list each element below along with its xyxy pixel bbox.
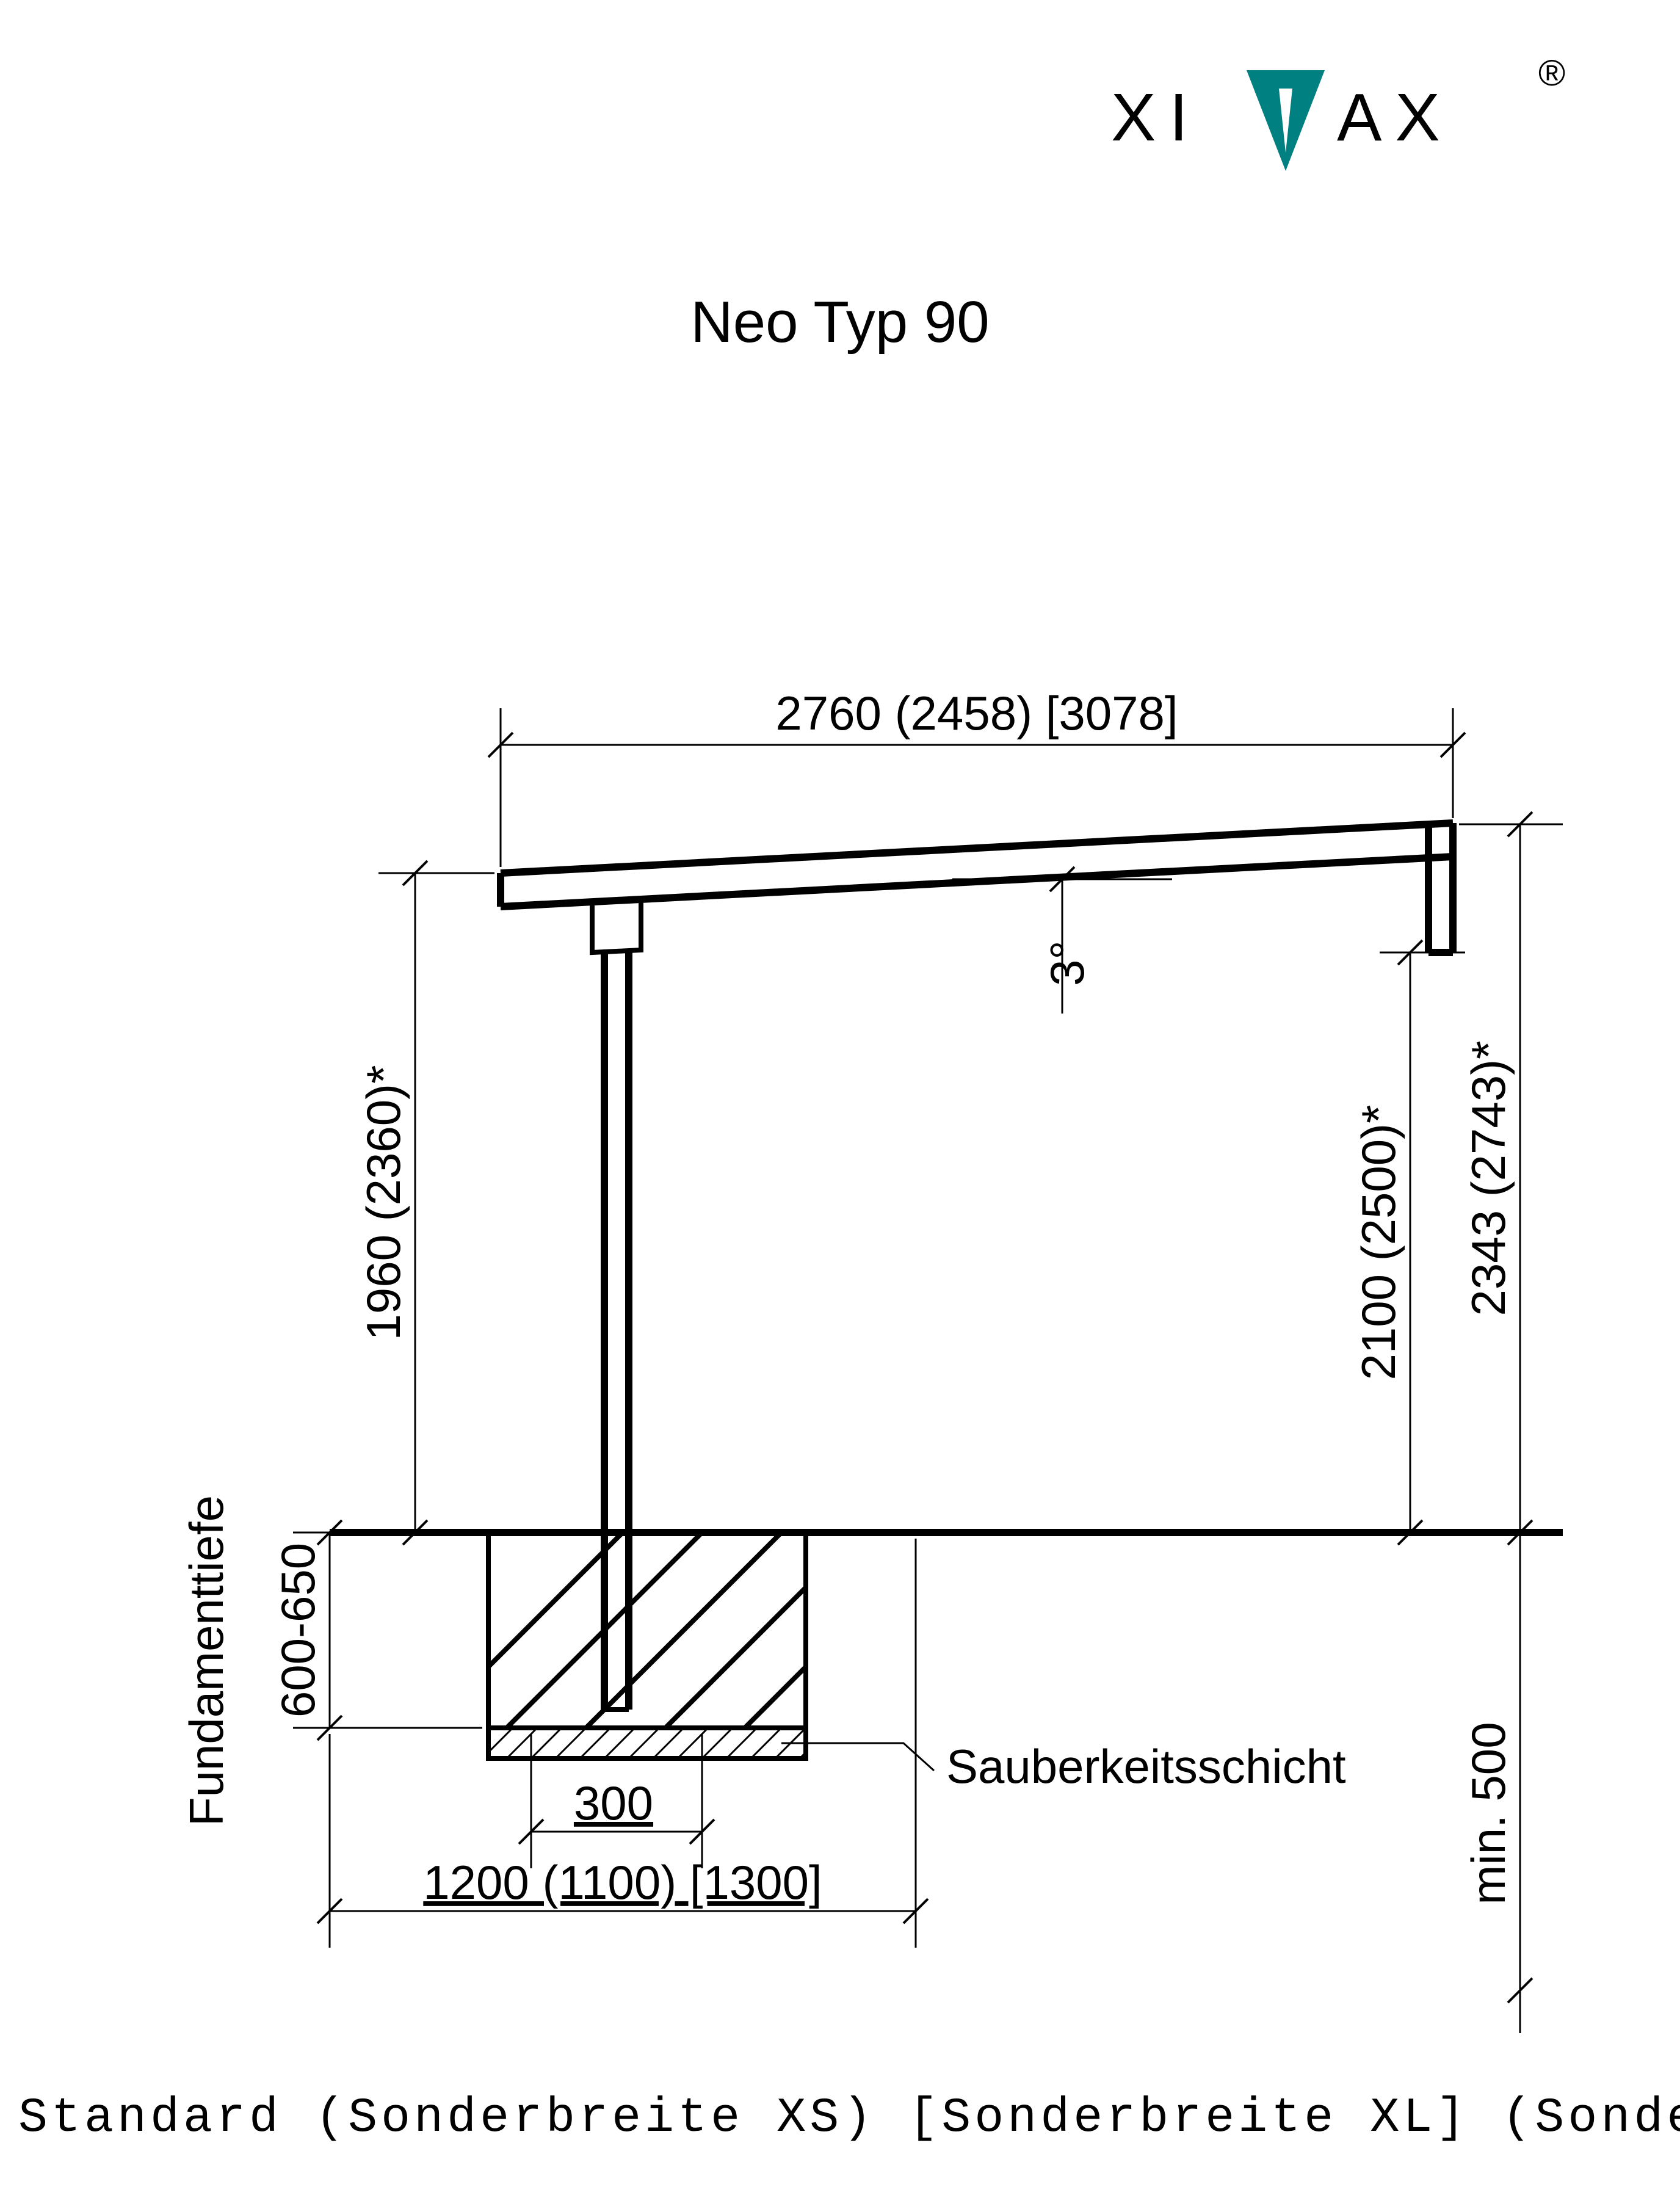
- foundation: [427, 1532, 940, 1728]
- post: [604, 951, 629, 1710]
- dim-height-right-inner: 2100 (2500)*: [1352, 940, 1465, 1545]
- dim-foundation-depth-label: Fundamenttiefe: [179, 1495, 233, 1826]
- dim-angle-value: 3°: [1040, 940, 1094, 986]
- dim-foundation-depth: 600-650 Fundamenttiefe: [179, 1495, 482, 1826]
- legend-text: Standard (Sonderbreite XS) [Sonderbreite…: [18, 2091, 1680, 2146]
- logo-text-left: XI: [1111, 80, 1201, 155]
- dim-foundation-width: 300: [519, 1734, 714, 1868]
- dim-height-right-inner-value: 2100 (2500)*: [1352, 1104, 1405, 1380]
- dim-foundation-depth-value: 600-650: [271, 1543, 325, 1717]
- clean-layer-label: Sauberkeitsschicht: [946, 1739, 1346, 1793]
- logo-text-right: AX: [1337, 80, 1454, 155]
- drawing-title: Neo Typ 90: [690, 289, 989, 355]
- dim-frost-depth-value: min. 500: [1461, 1722, 1515, 1904]
- dim-width-top-value: 2760 (2458) [3078]: [775, 686, 1178, 740]
- registered-icon: ®: [1538, 53, 1565, 93]
- roof: [501, 823, 1453, 952]
- dim-base-width-value: 1200 (1100) [1300]: [423, 1855, 822, 1909]
- dim-width-top: 2760 (2458) [3078]: [488, 686, 1465, 867]
- dim-frost-depth: min. 500: [1461, 1532, 1532, 2033]
- dim-height-left-value: 1960 (2360)*: [357, 1065, 410, 1340]
- logo: XI AX ®: [1111, 53, 1565, 171]
- dim-angle: 3°: [952, 867, 1172, 1014]
- dim-height-right-outer: 2343 (2743)*: [1459, 812, 1563, 1545]
- dim-foundation-width-value: 300: [574, 1776, 653, 1830]
- dim-height-right-outer-value: 2343 (2743)*: [1461, 1040, 1515, 1316]
- dim-height-left: 1960 (2360)*: [357, 861, 494, 1545]
